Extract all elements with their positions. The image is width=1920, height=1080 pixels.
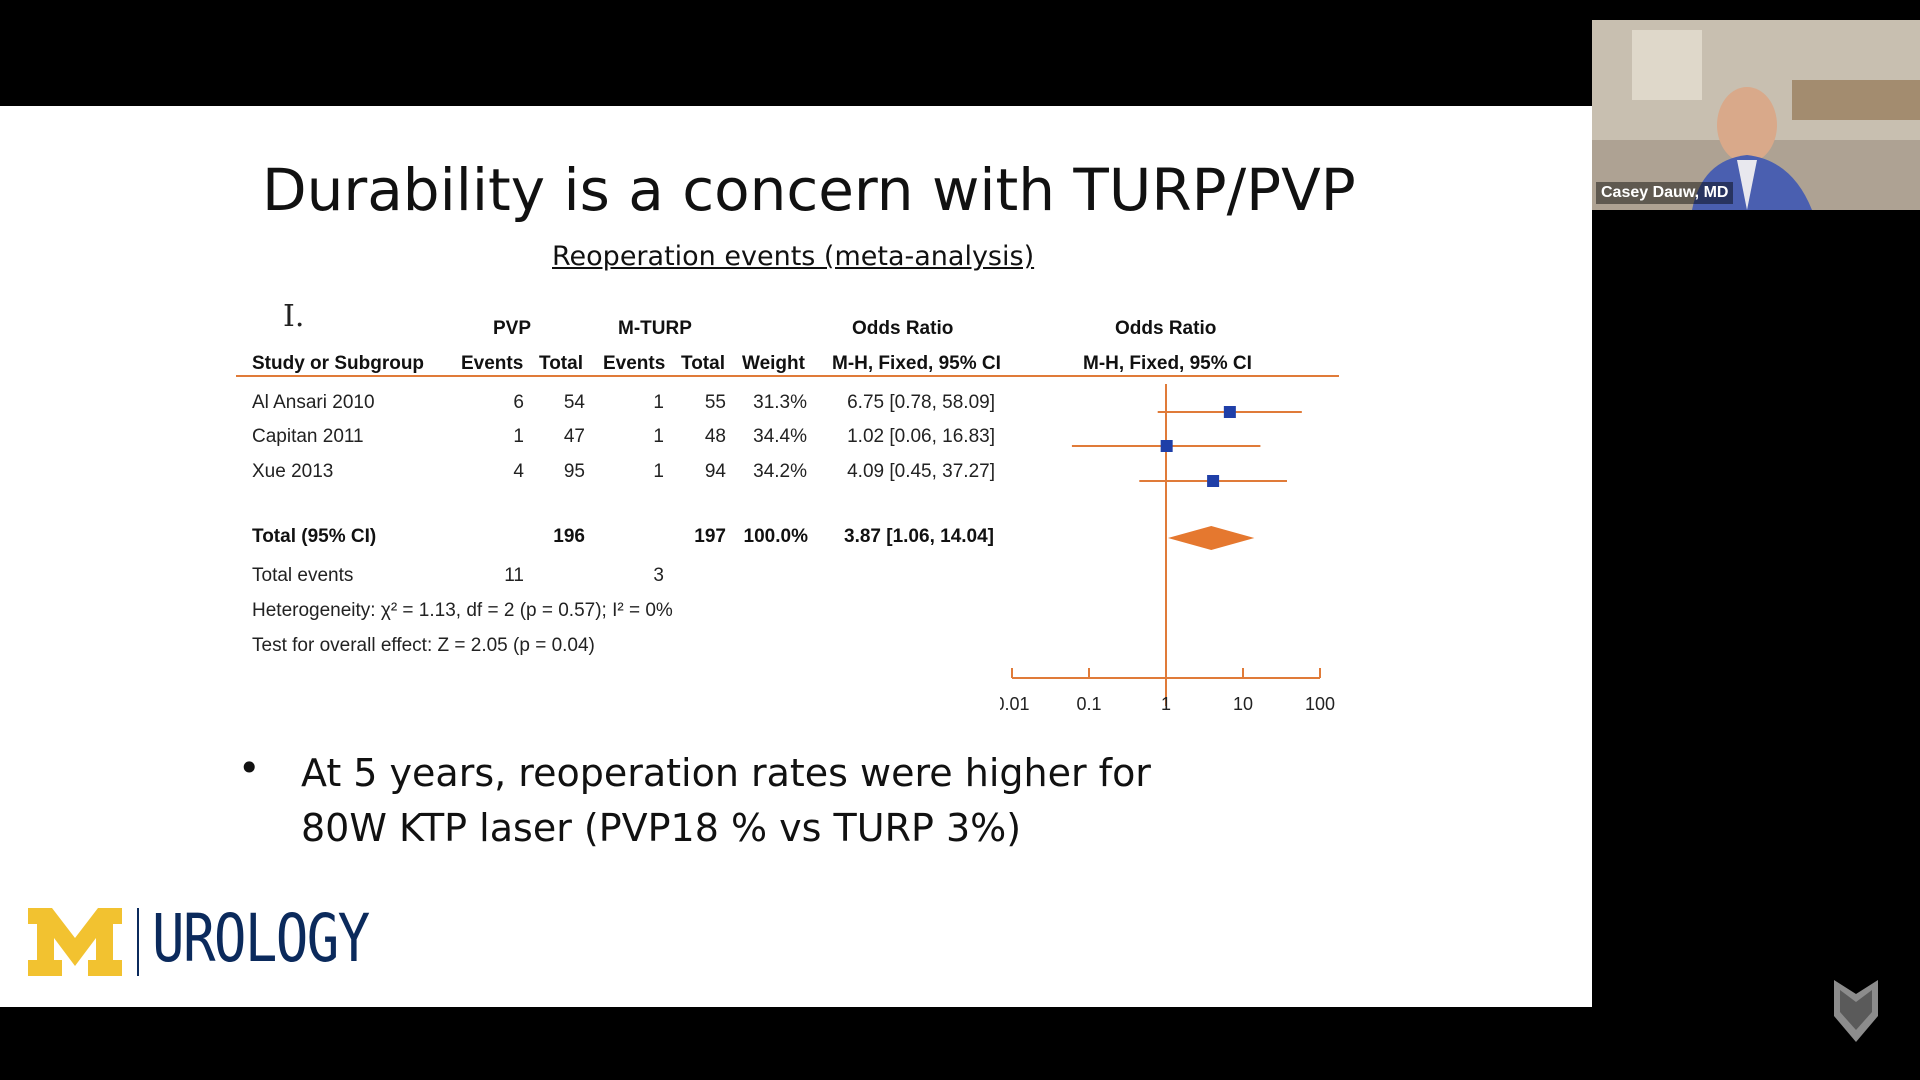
x-axis-tick-label: 0.01: [1000, 694, 1030, 714]
header-mturp: M-TURP: [618, 318, 692, 339]
michigan-m-logo: [28, 908, 122, 976]
total-events-pvp: 11: [504, 565, 524, 586]
x-axis-tick-label: 0.1: [1076, 694, 1101, 714]
pooled-diamond: [1167, 526, 1255, 550]
participant-video[interactable]: [1592, 20, 1920, 210]
table-row-mturp-total: 94: [704, 461, 726, 482]
participant-video-frame: [1592, 20, 1920, 210]
x-axis-tick-label: 10: [1233, 694, 1253, 714]
table-row-or: 4.09 [0.45, 37.27]: [847, 461, 995, 482]
total-weight: 100.0%: [743, 526, 808, 547]
total-mturp: 197: [694, 526, 726, 547]
total-label: Total (95% CI): [252, 526, 377, 547]
table-row-pvp-events: 4: [513, 461, 524, 482]
header-pvp: PVP: [493, 318, 532, 339]
study-square: [1207, 475, 1220, 487]
header-or-left: Odds Ratio: [852, 318, 954, 339]
table-row-pvp-total: 95: [563, 461, 585, 482]
table-row-pvp-total: 54: [563, 392, 585, 413]
total-events-label: Total events: [252, 565, 354, 586]
col-pvp-total: Total: [539, 353, 583, 374]
col-mturp-events: Events: [603, 353, 666, 374]
panel-label: I.: [283, 299, 305, 334]
total-events-mturp: 3: [653, 565, 664, 586]
table-row-mturp-total: 48: [704, 426, 726, 447]
col-or-right: M-H, Fixed, 95% CI: [1083, 353, 1252, 374]
table-row-weight: 31.3%: [753, 392, 807, 413]
table-row-mturp-events: 1: [653, 392, 664, 413]
total-pvp: 196: [553, 526, 585, 547]
col-weight: Weight: [742, 353, 805, 374]
col-pvp-events: Events: [461, 353, 524, 374]
table-row-pvp-events: 1: [513, 426, 524, 447]
table-row-weight: 34.4%: [753, 426, 807, 447]
slide-subtitle: Reoperation events (meta-analysis): [552, 241, 1035, 272]
table-row-mturp-total: 55: [704, 392, 726, 413]
presentation-slide: Durability is a concern with TURP/PVP Re…: [0, 106, 1592, 1007]
header-or-right: Odds Ratio: [1115, 318, 1217, 339]
table-row-mturp-events: 1: [653, 461, 664, 482]
overall-effect-note: Test for overall effect: Z = 2.05 (p = 0…: [252, 635, 595, 656]
table-row-study: Al Ansari 2010: [252, 392, 375, 413]
table-row-study: Xue 2013: [252, 461, 334, 482]
study-square: [1160, 440, 1173, 452]
logo-wordmark: UROLOGY: [152, 900, 370, 977]
col-mturp-total: Total: [681, 353, 725, 374]
col-study: Study or Subgroup: [252, 353, 425, 374]
x-axis-tick-label: 100: [1305, 694, 1335, 714]
table-row-or: 1.02 [0.06, 16.83]: [847, 426, 995, 447]
table-row-weight: 34.2%: [753, 461, 807, 482]
logo-divider: [137, 908, 139, 976]
table-row-or: 6.75 [0.78, 58.09]: [847, 392, 995, 413]
x-axis-tick-label: 1: [1161, 694, 1171, 714]
table-row-mturp-events: 1: [653, 426, 664, 447]
slide-title: Durability is a concern with TURP/PVP: [262, 156, 1356, 224]
col-or-left: M-H, Fixed, 95% CI: [832, 353, 1001, 374]
table-row-pvp-events: 6: [513, 392, 524, 413]
header-rule: [236, 375, 1339, 377]
bullet-text: At 5 years, reoperation rates were highe…: [301, 751, 1151, 850]
table-row-study: Capitan 2011: [252, 426, 364, 447]
app-brand-icon: [1834, 980, 1878, 1042]
bullet-dot: •: [238, 746, 261, 790]
study-square: [1223, 406, 1236, 418]
total-or: 3.87 [1.06, 14.04]: [844, 526, 994, 547]
forest-plot: 0.010.1110100Favors PVPFavors M-TURP: [1000, 384, 1335, 714]
heterogeneity-note: Heterogeneity: χ² = 1.13, df = 2 (p = 0.…: [252, 600, 673, 621]
table-row-pvp-total: 47: [563, 426, 585, 447]
participant-name-label: Casey Dauw, MD: [1596, 182, 1734, 204]
